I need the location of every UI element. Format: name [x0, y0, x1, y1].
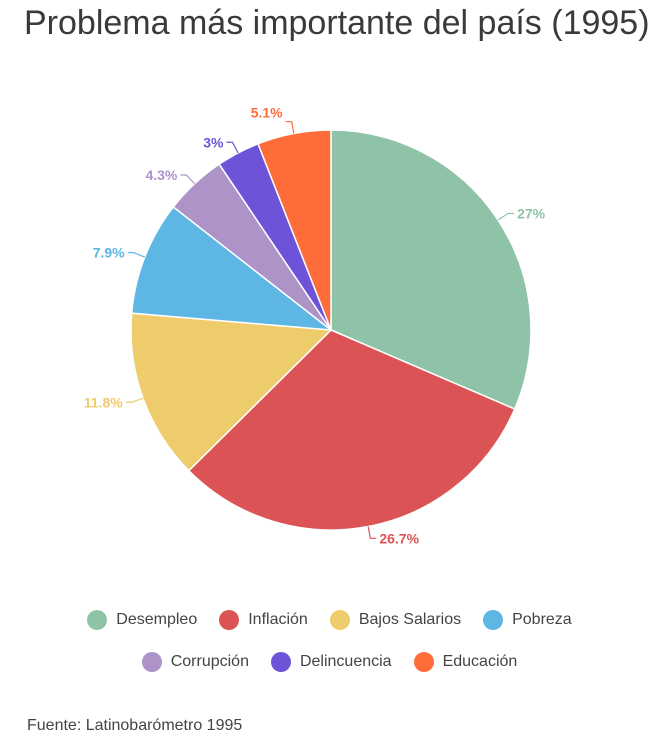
- data-label: 26.7%: [379, 530, 419, 546]
- legend-swatch: [141, 652, 162, 672]
- pie-slice-inflación[interactable]: [187, 329, 516, 531]
- data-label: 4.3%: [145, 167, 177, 183]
- legend-item-desempleo[interactable]: Desempleo: [87, 610, 197, 630]
- legend-row-2: Corrupción Delincuencia Educación: [0, 652, 659, 672]
- legend-label: Inflación: [248, 611, 308, 628]
- legend-item-educación[interactable]: Educación: [413, 652, 518, 672]
- legend-label: Educación: [442, 653, 518, 670]
- legend-swatch: [329, 610, 350, 630]
- label-leader-line: [226, 141, 239, 154]
- legend-label: Delincuencia: [299, 653, 392, 670]
- label-leader-line: [180, 174, 196, 185]
- pie-chart: 27% 26.7% 11.8% 7.9% 4.3% 3% 5.1%: [84, 105, 546, 547]
- legend-item-bajos-salarios[interactable]: Bajos Salarios: [329, 610, 462, 630]
- label-leader-line: [127, 252, 146, 258]
- legend-swatch: [270, 652, 291, 672]
- label-leader-line: [285, 121, 295, 134]
- legend-label: Desempleo: [116, 611, 198, 628]
- legend-row-1: Desempleo Inflación Bajos Salarios Pobreza: [0, 610, 659, 630]
- pie-slice-bajos-salarios[interactable]: [130, 312, 333, 472]
- legend-label: Pobreza: [512, 611, 572, 628]
- legend-label: Corrupción: [170, 653, 249, 670]
- data-label: 27%: [517, 205, 546, 221]
- pie-slice-pobreza[interactable]: [130, 205, 334, 331]
- legend-item-pobreza[interactable]: Pobreza: [483, 610, 572, 630]
- legend-swatch: [483, 610, 504, 630]
- label-leader-line: [497, 212, 515, 221]
- legend-item-inflación[interactable]: Inflación: [219, 610, 308, 630]
- data-label: 11.8%: [84, 394, 123, 410]
- pie-slice-educación[interactable]: [257, 129, 332, 331]
- legend-swatch: [219, 610, 240, 630]
- legend-item-corrupción[interactable]: Corrupción: [141, 652, 249, 672]
- legend-swatch: [413, 652, 434, 672]
- source-note: Fuente: Latinobarómetro 1995: [27, 717, 243, 734]
- legend-label: Bajos Salarios: [358, 611, 462, 628]
- label-leader-line: [125, 397, 144, 403]
- chart-title: Problema más importante del país (1995): [24, 4, 650, 42]
- legend-item-delincuencia[interactable]: Delincuencia: [270, 652, 392, 672]
- data-label: 3%: [203, 134, 224, 150]
- label-leader-line: [367, 526, 377, 539]
- legend-swatch: [87, 610, 108, 630]
- data-label: 5.1%: [251, 105, 283, 121]
- data-label: 7.9%: [93, 245, 125, 261]
